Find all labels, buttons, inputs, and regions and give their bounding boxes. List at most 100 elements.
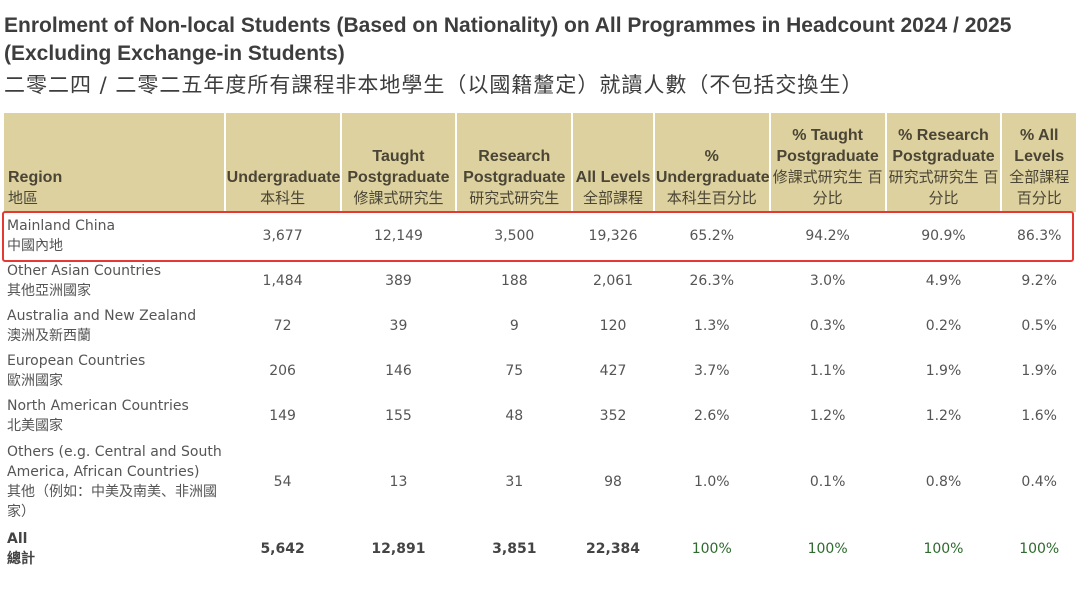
cell-pct-research-postgraduate: 4.9%	[925, 272, 962, 289]
cell-taught-postgraduate: 12,149	[373, 227, 423, 244]
cell-pct-all-levels: 1.6%	[1021, 407, 1057, 424]
region-name-en: Australia and New Zealand	[7, 307, 197, 324]
table-row-other-asian: Other Asian Countries 其他亞洲國家 1,484 389 1…	[4, 259, 1076, 302]
cell-research-postgraduate: 31	[505, 474, 524, 490]
cell-research-postgraduate: 188	[500, 272, 528, 289]
header-label-zh: 研究式研究生	[469, 189, 560, 207]
cell-pct-undergraduate: 1.3%	[693, 317, 730, 334]
header-label: All Levels	[575, 169, 651, 186]
cell-research-postgraduate: 48	[505, 407, 524, 424]
cell-taught-postgraduate: 146	[385, 362, 412, 379]
table-row-european: European Countries 歐洲國家 206 146 75 427 3…	[4, 349, 1076, 392]
cell-pct-undergraduate: 26.3%	[689, 272, 734, 289]
region-name-zh: 總計	[7, 550, 35, 567]
region-name-zh: 中國內地	[7, 237, 63, 254]
header-label: % Research Postgraduate	[892, 127, 995, 165]
cell-undergraduate: 206	[269, 362, 296, 379]
region-name-zh: 歐洲國家	[7, 372, 63, 389]
cell-taught-postgraduate: 12,891	[371, 540, 426, 557]
header-label: Research Postgraduate	[463, 148, 566, 186]
cell-pct-research-postgraduate: 90.9%	[921, 227, 966, 244]
cell-undergraduate: 3,677	[262, 227, 303, 244]
header-label-zh: 本科生百分比	[666, 189, 757, 207]
header-undergraduate: Undergraduate 本科生	[225, 113, 341, 212]
cell-pct-all-levels: 9.2%	[1021, 272, 1057, 289]
cell-pct-research-postgraduate: 100%	[923, 540, 964, 557]
cell-pct-undergraduate: 100%	[691, 540, 732, 557]
cell-undergraduate: 72	[273, 317, 292, 334]
cell-all-levels: 2,061	[592, 272, 634, 289]
cell-pct-taught-postgraduate: 1.1%	[809, 362, 846, 379]
cell-pct-all-levels: 86.3%	[1016, 227, 1062, 244]
cell-pct-research-postgraduate: 1.2%	[925, 407, 962, 424]
cell-all-levels: 427	[599, 362, 627, 379]
cell-pct-taught-postgraduate: 1.2%	[809, 407, 846, 424]
cell-pct-taught-postgraduate: 100%	[807, 540, 848, 557]
region-name-zh: 其他亞洲國家	[7, 282, 91, 299]
cell-undergraduate: 54	[273, 474, 292, 490]
cell-taught-postgraduate: 39	[389, 317, 408, 334]
cell-research-postgraduate: 75	[505, 362, 524, 379]
header-research-postgraduate: Research Postgraduate 研究式研究生	[457, 113, 572, 212]
header-label: % Taught Postgraduate	[776, 127, 879, 165]
cell-taught-postgraduate: 389	[385, 272, 412, 289]
table-row-mainland-china: Mainland China 中國內地 3,677 12,149 3,500 1…	[4, 214, 1076, 257]
cell-pct-all-levels: 0.4%	[1021, 474, 1057, 490]
region-cell: All 總計	[4, 527, 224, 570]
header-label: % Undergraduate	[655, 148, 770, 186]
region-name-en: North American Countries	[7, 397, 189, 414]
table-row-others: Others (e.g. Central and South America, …	[4, 439, 1076, 525]
header-label: % All Levels	[1014, 127, 1065, 165]
cell-pct-taught-postgraduate: 0.1%	[809, 474, 846, 490]
cell-research-postgraduate: 9	[509, 317, 519, 334]
cell-pct-research-postgraduate: 0.2%	[925, 317, 962, 334]
header-pct-research-postgraduate: % Research Postgraduate 研究式研究生 百分比	[886, 113, 1001, 212]
page-title-en: Enrolment of Non-local Students (Based o…	[4, 14, 1012, 65]
cell-all-levels: 352	[599, 407, 627, 424]
cell-pct-all-levels: 1.9%	[1021, 362, 1057, 379]
cell-pct-undergraduate: 1.0%	[693, 474, 730, 490]
region-cell: Australia and New Zealand 澳洲及新西蘭	[4, 304, 224, 347]
header-label: Taught Postgraduate	[347, 148, 450, 186]
region-name-en: European Countries	[7, 352, 146, 369]
header-row: Region 地區 Undergraduate 本科生 Taught Postg…	[4, 113, 1076, 212]
header-label-zh: 地區	[8, 189, 39, 207]
cell-pct-undergraduate: 3.7%	[693, 362, 730, 379]
header-pct-all-levels: % All Levels 全部課程 百分比	[1002, 113, 1076, 212]
table-row-total: All 總計 5,642 12,891 3,851 22,384 100% 10…	[4, 527, 1076, 570]
region-cell: Other Asian Countries 其他亞洲國家	[4, 259, 224, 302]
header-label-zh: 修課式研究生 百分比	[772, 168, 883, 207]
header-label: Region	[8, 169, 63, 186]
cell-pct-research-postgraduate: 1.9%	[925, 362, 962, 379]
header-label-zh: 修課式研究生	[353, 189, 444, 207]
cell-undergraduate: 149	[269, 407, 296, 424]
cell-pct-undergraduate: 2.6%	[693, 407, 730, 424]
region-name-en: All	[7, 530, 28, 547]
enrolment-table: Region 地區 Undergraduate 本科生 Taught Postg…	[2, 111, 1078, 572]
table-row-north-american: North American Countries 北美國家 149 155 48…	[4, 394, 1076, 437]
region-cell: Mainland China 中國內地	[4, 214, 224, 257]
table-row-australia-nz: Australia and New Zealand 澳洲及新西蘭 72 39 9…	[4, 304, 1076, 347]
cell-research-postgraduate: 3,851	[492, 540, 537, 557]
region-name-zh: 澳洲及新西蘭	[7, 327, 91, 344]
cell-all-levels: 98	[604, 474, 622, 490]
header-label-zh: 全部課程 百分比	[1009, 168, 1070, 207]
header-label-zh: 全部課程	[583, 189, 644, 207]
cell-all-levels: 22,384	[586, 540, 641, 557]
region-name-en: Others (e.g. Central and South America, …	[7, 444, 222, 480]
cell-undergraduate: 1,484	[262, 272, 303, 289]
region-cell: Others (e.g. Central and South America, …	[4, 439, 224, 525]
header-label-zh: 本科生	[260, 189, 306, 207]
region-name-en: Other Asian Countries	[7, 262, 161, 279]
header-pct-taught-postgraduate: % Taught Postgraduate 修課式研究生 百分比	[770, 113, 885, 212]
cell-pct-undergraduate: 65.2%	[689, 227, 734, 244]
region-name-zh: 其他（例如：中美及南美、非洲國家）	[7, 484, 217, 520]
header-taught-postgraduate: Taught Postgraduate 修課式研究生	[341, 113, 456, 212]
region-name-en: Mainland China	[7, 217, 116, 234]
cell-all-levels: 19,326	[588, 227, 638, 244]
cell-all-levels: 120	[599, 317, 627, 334]
region-cell: European Countries 歐洲國家	[4, 349, 224, 392]
header-label: Undergraduate	[226, 169, 341, 186]
page-title-zh: 二零二四 / 二零二五年度所有課程非本地學生（以國籍釐定）就讀人數（不包括交換生…	[4, 73, 864, 97]
cell-pct-research-postgraduate: 0.8%	[925, 474, 962, 490]
